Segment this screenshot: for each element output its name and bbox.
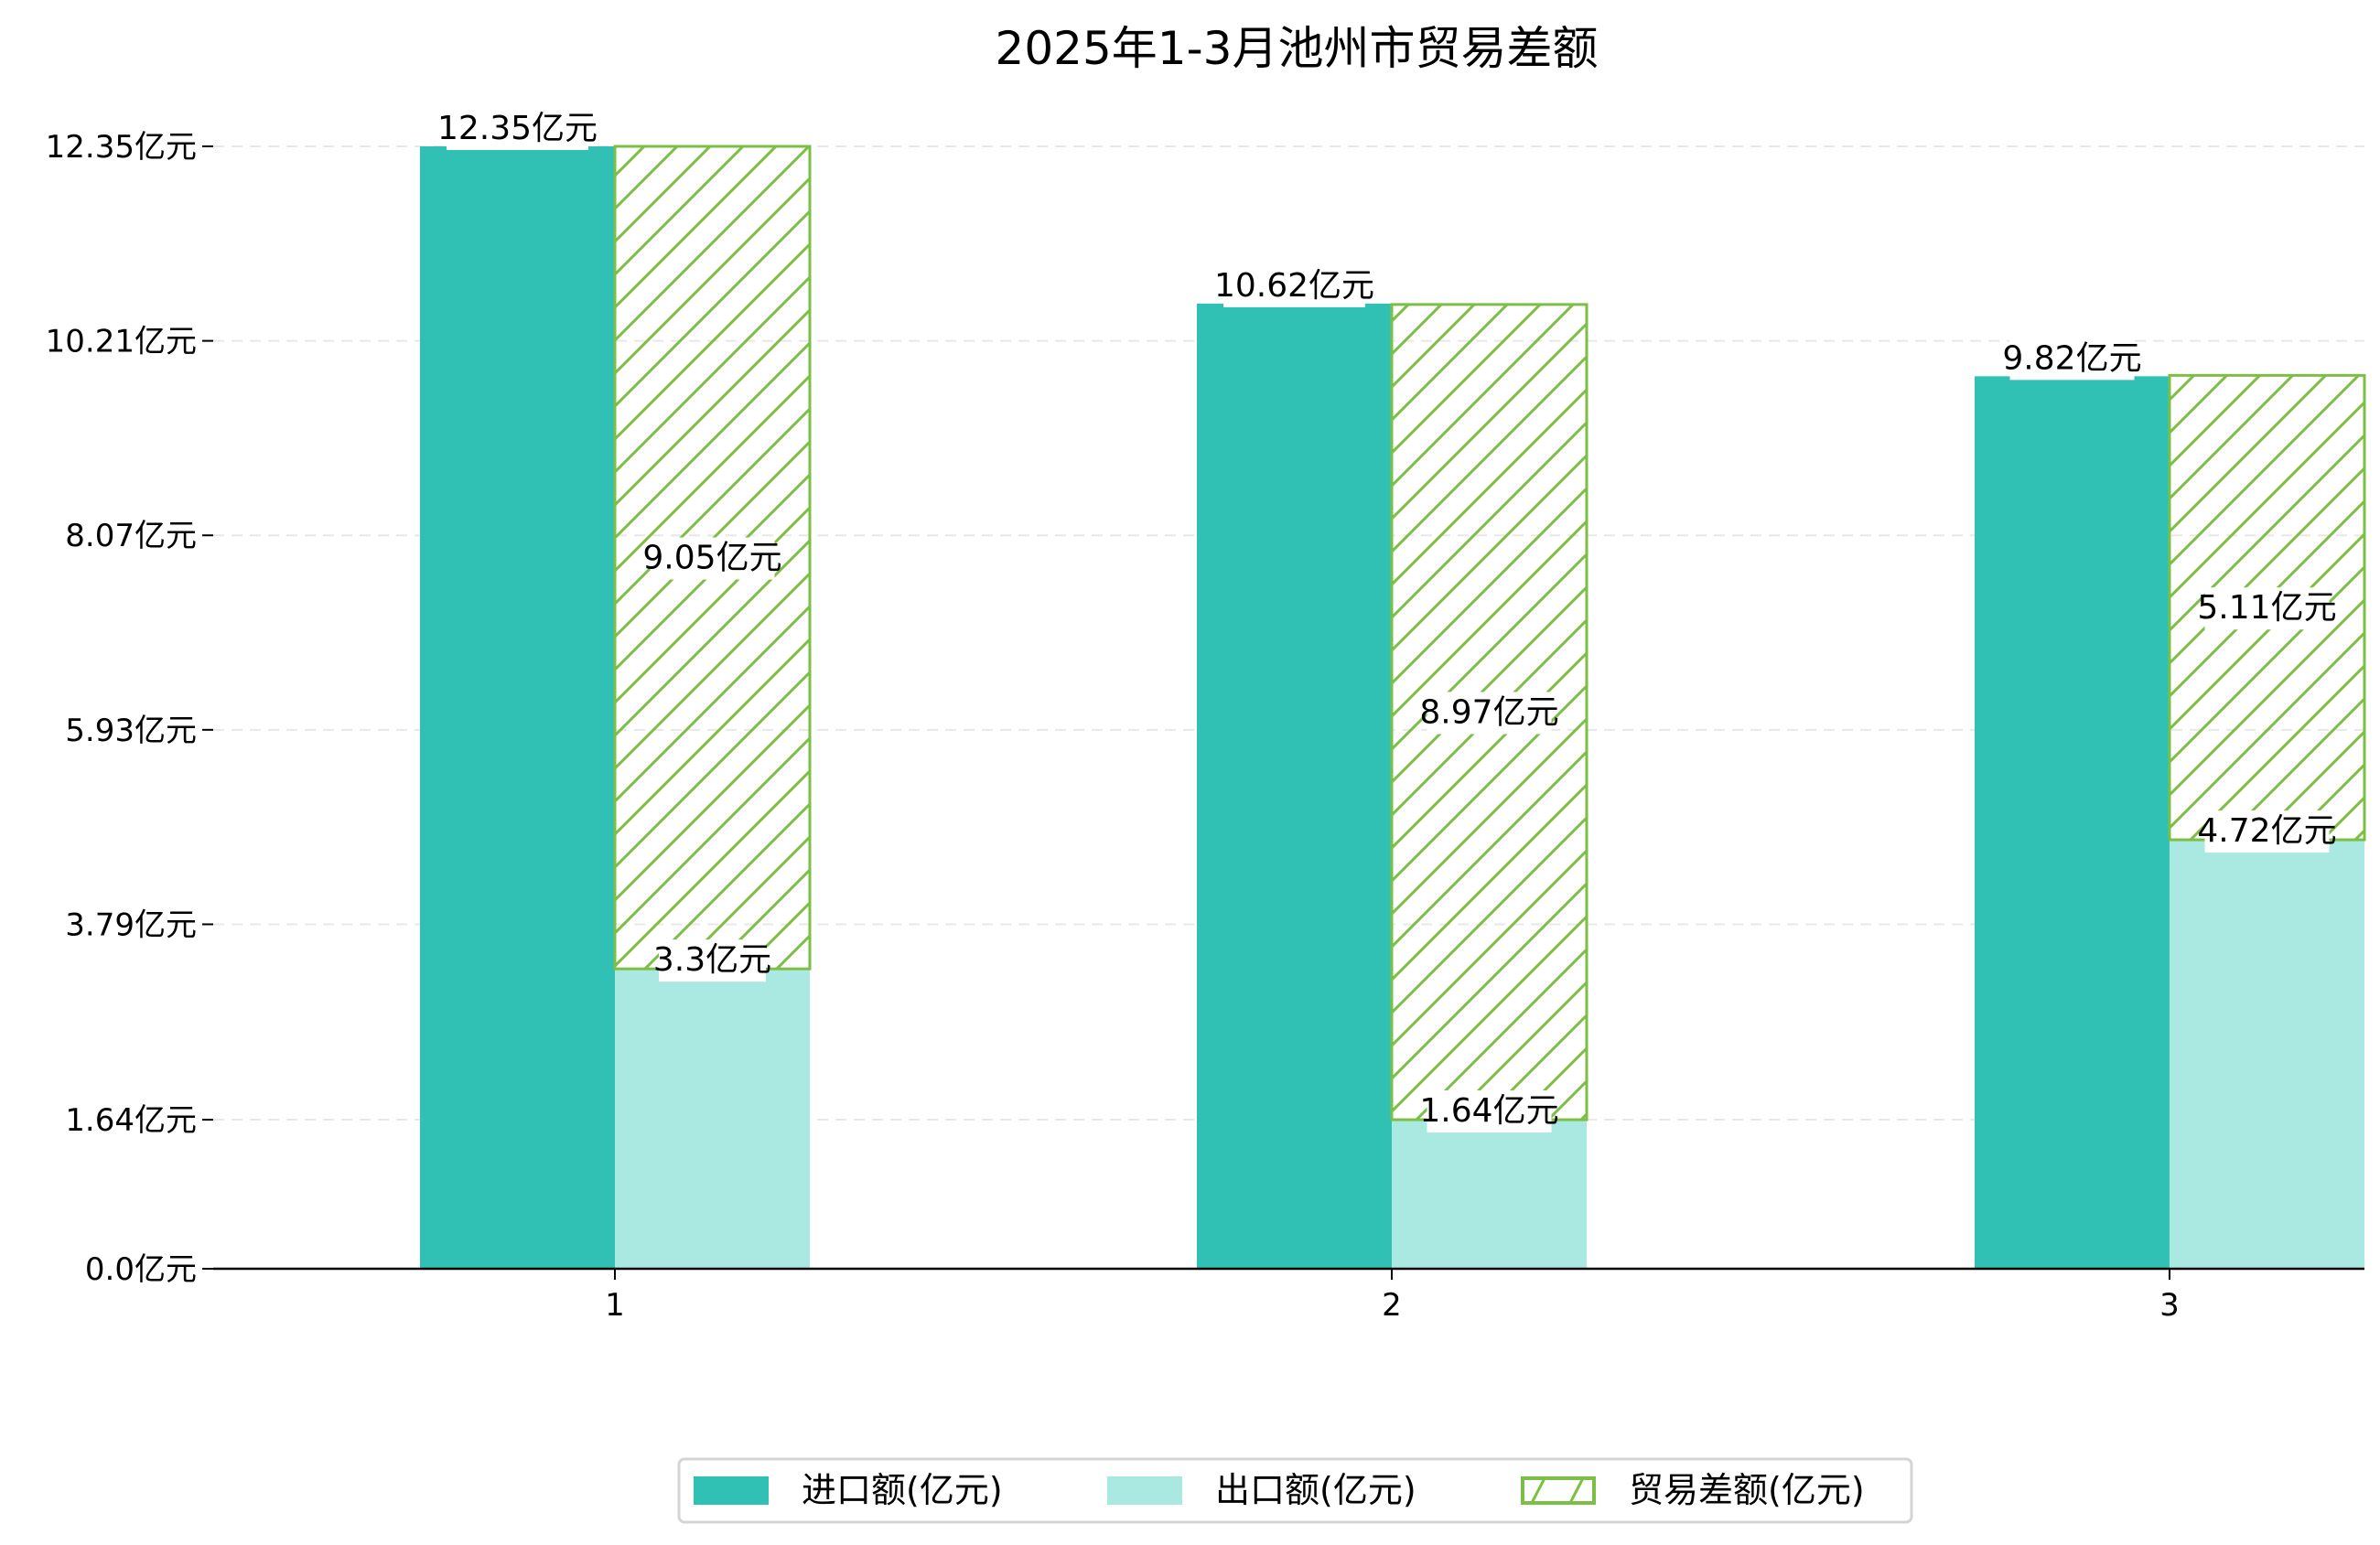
- svg-text:1.64亿元: 1.64亿元: [1419, 1092, 1558, 1130]
- y-tick-label: 5.93亿元: [65, 713, 197, 749]
- svg-text:8.97亿元: 8.97亿元: [1419, 693, 1558, 731]
- import-bar: [420, 146, 615, 1269]
- svg-text:12.35亿元: 12.35亿元: [437, 110, 598, 147]
- legend-label: 进口额(亿元): [802, 1470, 1003, 1510]
- y-tick-label: 12.35亿元: [46, 129, 197, 166]
- x-tick-label: 2: [1382, 1287, 1402, 1324]
- legend-label: 贸易差额(亿元): [1629, 1470, 1865, 1510]
- data-label: 3.3亿元: [653, 939, 771, 982]
- data-label: 1.64亿元: [1419, 1090, 1559, 1133]
- data-label: 4.72亿元: [2197, 810, 2337, 853]
- import-bar: [1197, 303, 1392, 1269]
- data-label: 10.62亿元: [1214, 264, 1374, 307]
- legend-item: 出口额(亿元): [1107, 1470, 1416, 1510]
- legend-swatch: [1107, 1476, 1182, 1505]
- data-label: 8.97亿元: [1419, 692, 1559, 735]
- legend-item: 贸易差额(亿元): [1521, 1470, 1865, 1510]
- legend-swatch: [694, 1476, 769, 1505]
- legend-box: [677, 1457, 1913, 1524]
- y-tick-label: 0.0亿元: [85, 1251, 197, 1288]
- data-label: 12.35亿元: [437, 108, 598, 150]
- x-tick-label: 1: [605, 1287, 625, 1324]
- svg-text:4.72亿元: 4.72亿元: [2197, 812, 2336, 850]
- data-label: 5.11亿元: [2197, 587, 2337, 630]
- data-label: 9.05亿元: [642, 537, 782, 580]
- export-bar: [1392, 1120, 1587, 1269]
- y-tick-label: 1.64亿元: [65, 1102, 197, 1139]
- svg-text:10.62亿元: 10.62亿元: [1214, 267, 1374, 305]
- legend-label: 出口额(亿元): [1215, 1470, 1416, 1510]
- svg-text:5.11亿元: 5.11亿元: [2197, 589, 2336, 627]
- legend-item: 进口额(亿元): [694, 1470, 1003, 1510]
- chart-title: 2025年1-3月池州市贸易差额: [996, 22, 1599, 75]
- export-bar: [615, 969, 810, 1269]
- svg-text:3.3亿元: 3.3亿元: [653, 941, 771, 979]
- y-tick-label: 8.07亿元: [65, 518, 197, 554]
- import-bar: [1975, 376, 2170, 1269]
- y-tick-label: 3.79亿元: [65, 907, 197, 943]
- legend: 进口额(亿元) 出口额(亿元) 贸易差额(亿元): [677, 1457, 1913, 1524]
- y-tick-label: 10.21亿元: [46, 324, 197, 360]
- svg-text:9.82亿元: 9.82亿元: [2002, 339, 2141, 377]
- data-label: 9.82亿元: [2002, 338, 2142, 381]
- svg-text:9.05亿元: 9.05亿元: [642, 540, 781, 577]
- x-tick-label: 3: [2159, 1287, 2180, 1324]
- export-bar: [2170, 840, 2364, 1269]
